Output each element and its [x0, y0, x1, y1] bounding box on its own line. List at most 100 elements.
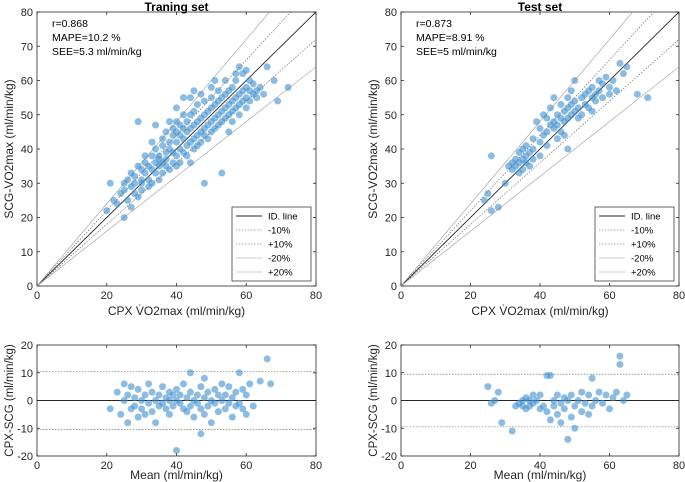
- train-ba-data-point: [263, 355, 271, 363]
- test-data-point: [574, 104, 582, 112]
- test-ba-data-point: [616, 352, 624, 360]
- train-data-point: [173, 104, 180, 112]
- train-ba-data-point: [148, 388, 156, 396]
- train-ba-x-tick-label: 0: [34, 460, 40, 472]
- test-ba-data-point: [574, 397, 582, 404]
- test-data-point: [633, 90, 641, 98]
- train-ba-data-point: [169, 402, 177, 410]
- train-data-point: [134, 193, 142, 201]
- train-y-tick-label: 70: [21, 41, 33, 53]
- train-data-point: [159, 142, 167, 150]
- train-ba-y-axis-label: CPX-SCG (ml/min/kg): [4, 344, 16, 457]
- train-ba-data-point: [249, 402, 257, 410]
- test-ba-y-tick-label: -10: [381, 423, 397, 435]
- test-legend-label: -20%: [631, 254, 654, 265]
- train-data-point: [106, 179, 114, 187]
- test-data-point: [619, 70, 627, 78]
- train-stat-text: r=0.868: [52, 18, 88, 30]
- test-ba-data-point: [581, 399, 589, 407]
- train-data-point: [183, 152, 191, 160]
- train-ba-x-tick-label: 40: [170, 460, 182, 472]
- train-data-point: [179, 94, 187, 102]
- train-y-tick-label: 60: [21, 76, 33, 88]
- train-data-point: [284, 83, 292, 91]
- test-stat-text: r=0.873: [416, 18, 452, 30]
- test-ba-data-point: [550, 402, 558, 410]
- train-ba-data-point: [113, 388, 121, 396]
- train-data-point: [173, 152, 180, 160]
- train-ba-data-point: [120, 380, 128, 388]
- train-data-point: [162, 128, 170, 136]
- train-ba-y-tick-label: 10: [21, 368, 33, 380]
- test-ba-x-axis-label: Mean (ml/min/kg): [494, 468, 587, 482]
- train-data-point: [186, 94, 194, 102]
- train-data-point: [204, 135, 212, 143]
- test-ba-x-tick-label: 60: [603, 460, 615, 472]
- train-data-point: [113, 200, 121, 208]
- test-data-point: [623, 63, 631, 71]
- train-legend-label: -20%: [268, 254, 291, 265]
- test-y-tick-label: 50: [385, 110, 397, 122]
- test-data-point: [595, 87, 603, 95]
- test-stat-text: MAPE=8.91 %: [416, 32, 485, 44]
- test-ba-data-point: [571, 402, 579, 410]
- train-data-point: [186, 159, 194, 167]
- train-ba-y-tick-label: -20: [17, 451, 33, 463]
- train-data-point: [138, 176, 146, 184]
- train-ba-data-point: [141, 391, 149, 399]
- test-data-point: [571, 97, 579, 105]
- train-data-point: [246, 97, 254, 105]
- train-stat-text: SEE=5.3 ml/min/kg: [52, 46, 142, 58]
- train-reference-line: [37, 66, 316, 286]
- test-data-point: [536, 152, 544, 160]
- train-ba-data-point: [176, 399, 184, 407]
- train-ba-data-point: [221, 405, 229, 413]
- test-x-tick-label: 0: [398, 290, 404, 302]
- test-data-point: [501, 179, 509, 187]
- test-reference-line: [401, 66, 679, 286]
- test-legend-label: +10%: [631, 240, 656, 251]
- train-ba-data-point: [211, 399, 219, 407]
- train-ba-data-point: [197, 383, 205, 391]
- test-ba-data-point: [571, 424, 579, 432]
- test-y-tick-label: 10: [385, 247, 397, 259]
- train-ba-data-point: [190, 413, 198, 421]
- train-ba-data-point: [176, 391, 184, 399]
- test-ba-data-point: [595, 388, 603, 396]
- test-data-point: [494, 203, 502, 211]
- train-x-tick-label: 40: [170, 290, 182, 302]
- test-ba-data-point: [623, 391, 631, 399]
- train-data-point: [214, 87, 222, 95]
- test-y-tick-label: 70: [385, 41, 397, 53]
- train-ba-data-point: [127, 383, 135, 391]
- train-data-point: [197, 90, 205, 98]
- test-data-point: [553, 121, 561, 129]
- train-x-tick-label: 20: [101, 290, 113, 302]
- test-data-point: [564, 94, 572, 102]
- train-ba-data-point: [193, 391, 201, 399]
- train-ba-data-point: [134, 385, 142, 393]
- test-data-point: [606, 90, 613, 98]
- test-reference-line: [401, 12, 679, 286]
- test-legend-label: -10%: [631, 226, 654, 237]
- train-ba-data-point: [225, 399, 233, 407]
- train-data-point: [200, 179, 208, 187]
- train-ba-data-point: [228, 394, 236, 402]
- test-data-point: [480, 196, 488, 204]
- train-data-point: [190, 87, 198, 95]
- test-data-point: [588, 107, 596, 115]
- train-data-point: [152, 121, 160, 129]
- train-data-point: [120, 186, 128, 194]
- train-data-point: [232, 77, 240, 84]
- train-data-point: [179, 135, 187, 143]
- train-ba-data-point: [214, 408, 222, 416]
- test-ba-data-point: [588, 402, 596, 410]
- test-data-point: [522, 142, 530, 150]
- train-ba-data-point: [200, 374, 208, 382]
- test-ba-data-point: [592, 397, 600, 404]
- training-set-scatter-plot: 0 20 40 60 80 0 10 20 30 40 50 60 70 80 r=0.868 MAPE=10…: [2, 0, 322, 318]
- train-data-point: [166, 138, 174, 146]
- train-ba-data-point: [124, 391, 132, 399]
- train-ba-data-point: [183, 408, 191, 416]
